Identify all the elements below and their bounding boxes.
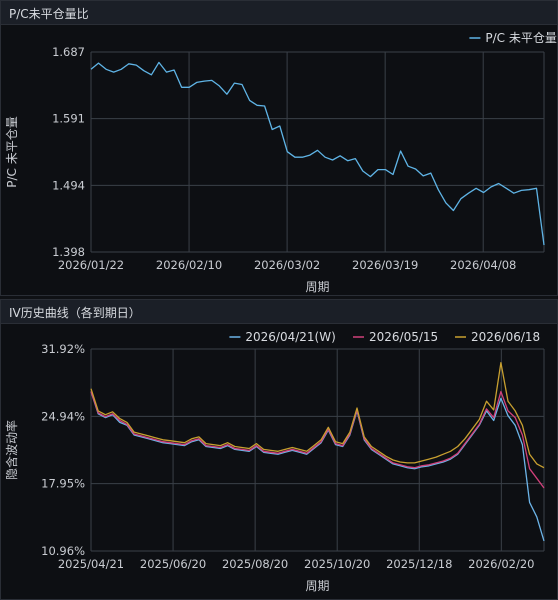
legend-label: 2026/04/21(W): [245, 330, 335, 344]
y-tick-label: 10.96%: [41, 544, 85, 558]
x-tick-label: 2025/08/20: [222, 557, 288, 571]
y-tick-label: 31.92%: [41, 342, 85, 356]
x-tick-label: 2026/04/08: [450, 258, 516, 272]
pc-ratio-header: P/C未平仓量比: [1, 1, 557, 25]
legend-label: P/C 未平仓量: [485, 31, 556, 45]
series-line-1: [90, 61, 545, 246]
y-axis-title: 隐含波动率: [4, 420, 19, 480]
legend-label: 2026/05/15: [369, 330, 438, 344]
x-tick-label: 2025/04/21: [58, 557, 124, 571]
x-tick-label: 2025/12/18: [386, 557, 452, 571]
y-tick-label: 1.687: [52, 45, 85, 59]
x-tick-label: 2025/06/20: [140, 557, 206, 571]
x-tick-label: 2025/10/20: [304, 557, 370, 571]
iv-history-chart: 31.92% 24.94% 17.95% 10.96%2025/04/21 2025/0…: [4, 330, 545, 593]
x-tick-label: 2026/01/22: [58, 258, 124, 272]
iv-history-header: IV历史曲线（各到期日）: [1, 300, 557, 324]
series-line-2: [90, 390, 545, 489]
y-tick-label: 1.591: [52, 112, 85, 126]
y-tick-label: 24.94%: [41, 409, 85, 423]
x-axis-title: 周期: [305, 280, 329, 294]
y-tick-label: 1.494: [52, 178, 85, 192]
y-axis-title: P/C 未平仓量: [5, 116, 19, 187]
x-tick-label: 2026/03/02: [254, 258, 320, 272]
legend-label: 2026/06/18: [471, 330, 540, 344]
pc-ratio-panel: P/C未平仓量比 1.687 1.591 1.494 1.398 2026/01/22 2…: [0, 0, 558, 296]
x-tick-label: 2026/02/10: [156, 258, 222, 272]
iv-history-panel: IV历史曲线（各到期日） 31.92% 24.94% 17.95% 10.96% 202…: [0, 299, 558, 600]
y-tick-label: 1.398: [52, 245, 85, 259]
y-tick-label: 17.95%: [41, 477, 85, 491]
iv-history-title: IV历史曲线（各到期日）: [9, 306, 141, 320]
x-axis-title: 周期: [305, 579, 329, 593]
x-tick-label: 2026/02/20: [468, 557, 534, 571]
series-line-3: [90, 362, 545, 469]
series-line-1: [90, 391, 545, 542]
x-tick-label: 2026/03/19: [352, 258, 418, 272]
pc-ratio-title: P/C未平仓量比: [9, 7, 89, 21]
